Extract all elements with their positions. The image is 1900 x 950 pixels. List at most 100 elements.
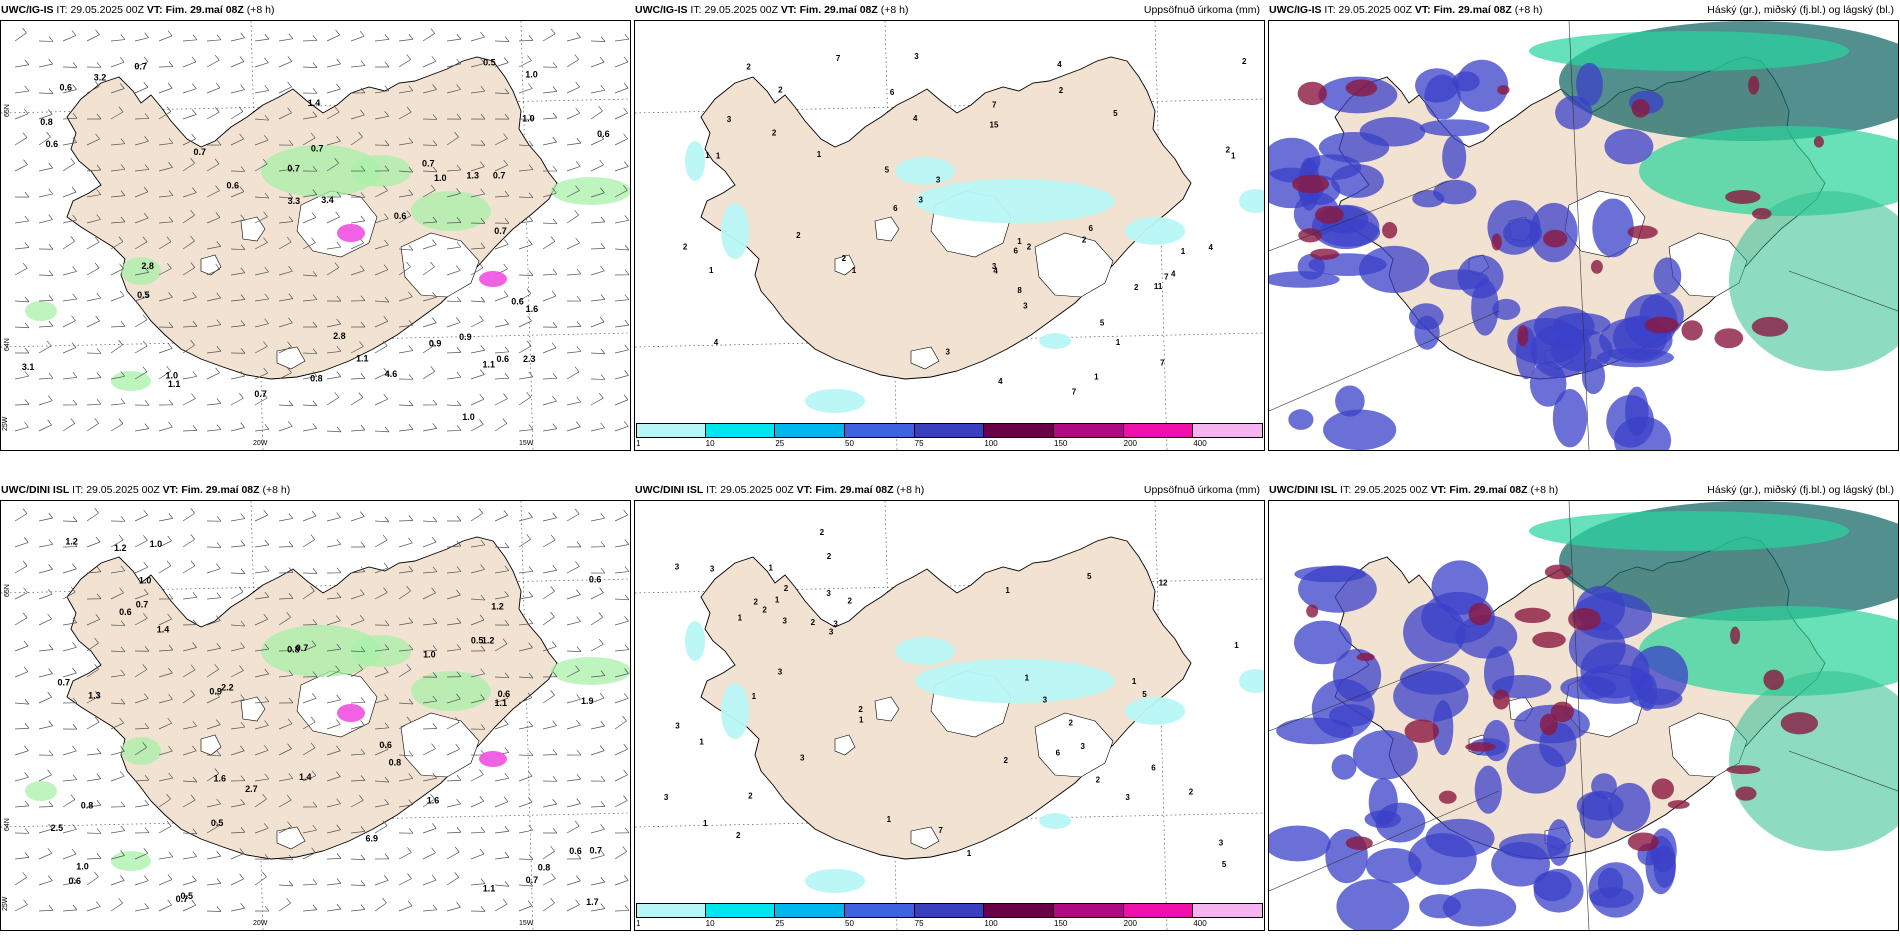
wind-barb [206, 754, 221, 757]
precip-area [895, 157, 955, 185]
wind-barb [302, 624, 318, 626]
wind-value-label: 0.7 [134, 62, 147, 72]
wind-shading [111, 851, 151, 871]
barb-flag [383, 744, 389, 750]
wind-barb [566, 273, 581, 276]
field-label: Uppsöfnuð úrkoma (mm) [1143, 484, 1260, 496]
barb-flag [479, 769, 484, 775]
precip-value-label: 3 [826, 589, 831, 598]
wind-barb [350, 831, 365, 834]
lead-time: (+8 h) [1530, 484, 1559, 496]
barb-flag [359, 795, 364, 801]
barb-flag [384, 165, 390, 172]
barb-flag [624, 827, 630, 834]
barb-flag [168, 667, 173, 674]
wind-barb [86, 241, 100, 250]
precip-value-label: 1 [769, 563, 774, 572]
wind-barb [494, 676, 510, 679]
barb-flag [72, 266, 77, 272]
barb-flag [552, 165, 558, 172]
wind-barb [350, 669, 363, 678]
barb-flag [264, 854, 270, 860]
wind-barb [134, 566, 148, 574]
wind-barb [14, 904, 28, 912]
barb-flag [456, 644, 462, 650]
map-frame: 1.4 0.6 0.6 0.5 3.2 3.1 1.0 1.3 0.7 0.5 0.6 0.6 0.8 0… [0, 20, 631, 451]
wind-barb [158, 221, 173, 224]
wind-value-label: 0.6 [569, 846, 582, 856]
barb-flag [262, 793, 267, 800]
barb-flag [214, 768, 220, 774]
barb-flag [432, 695, 438, 702]
barb-flag [527, 55, 532, 61]
wind-barb [134, 217, 149, 224]
barb-flag [144, 799, 150, 806]
wind-barb [350, 571, 365, 574]
wind-barb [62, 779, 77, 782]
model-name: UWC/DINI ISL [1, 484, 70, 496]
wind-barb [110, 423, 124, 432]
wind-barb [518, 697, 533, 704]
wind-barb [494, 398, 508, 406]
wind-barb [302, 299, 317, 302]
barb-flag [431, 536, 437, 543]
barb-flag [598, 392, 604, 399]
barb-flag [168, 162, 173, 168]
wind-barb [254, 118, 269, 121]
wind-barb [494, 777, 509, 782]
wind-barb [590, 697, 605, 704]
barb-flag [552, 112, 558, 119]
wind-barb [446, 89, 461, 94]
barb-flag [336, 745, 341, 751]
barb-flag [288, 163, 294, 170]
barb-flag [72, 723, 78, 730]
barb-flag [334, 262, 340, 268]
wind-barb [110, 830, 125, 834]
barb-flag [550, 534, 556, 541]
barb-flag [552, 776, 558, 782]
wind-barb [374, 320, 388, 328]
barb-flag [215, 367, 220, 374]
barb-flag [24, 421, 29, 428]
barb-flag [240, 513, 246, 519]
wind-barb [614, 219, 629, 224]
mid-cloud [1580, 642, 1650, 699]
barb-flag [71, 315, 76, 321]
precip-area [721, 683, 749, 739]
wind-barb [374, 749, 388, 756]
wind-barb [278, 598, 294, 600]
barb-flag [384, 61, 390, 68]
barb-flag [624, 594, 630, 601]
wind-barb [614, 774, 628, 782]
wind-barb [446, 748, 460, 756]
mid-cloud [1419, 119, 1490, 137]
wind-barb [446, 193, 461, 198]
barb-flag [432, 672, 438, 678]
barb-flag [408, 189, 414, 195]
barb-flag [70, 794, 76, 800]
wind-shading [111, 371, 151, 391]
barb-flag [240, 370, 245, 377]
barb-flag [408, 345, 414, 351]
wind-barb [374, 190, 388, 198]
barb-flag [311, 212, 317, 218]
barb-flag [312, 824, 317, 831]
heavy-precip-spot [337, 704, 365, 722]
barb-flag [48, 188, 53, 195]
wind-barb [398, 570, 413, 574]
wind-barb [542, 295, 557, 302]
wind-barb [446, 222, 462, 224]
barb-flag [552, 827, 558, 834]
wind-barb [470, 544, 485, 548]
wind-barb [110, 325, 125, 328]
barb-flag [72, 516, 78, 522]
mid-cloud [1592, 198, 1634, 258]
barb-flag [144, 400, 150, 406]
barb-flag [263, 134, 269, 141]
barb-flag [600, 187, 605, 194]
barb-flag [527, 900, 533, 906]
barb-flag [24, 745, 29, 751]
barb-flag [118, 897, 123, 904]
barb-flag [167, 899, 172, 906]
